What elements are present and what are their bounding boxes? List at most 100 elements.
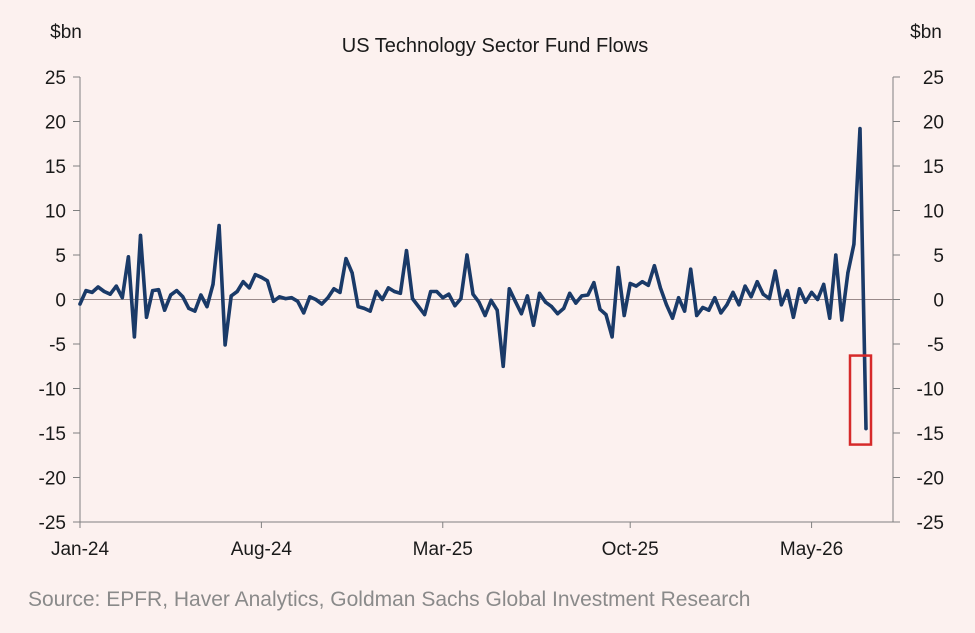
data-point: [489, 298, 493, 302]
data-point: [453, 304, 457, 308]
y-axis-unit-right: $bn: [910, 22, 942, 43]
data-point: [163, 308, 167, 312]
data-point: [175, 289, 179, 293]
data-point: [785, 289, 790, 293]
data-point: [562, 306, 566, 310]
data-point: [441, 296, 445, 300]
data-point: [719, 311, 723, 315]
y-tick-label-left: 15: [45, 157, 66, 178]
data-point: [144, 315, 149, 319]
data-point: [852, 242, 856, 246]
data-point: [483, 313, 487, 318]
y-tick-label-right: 10: [923, 202, 944, 223]
y-axis-unit-left: $bn: [50, 22, 82, 43]
y-tick-label-left: 0: [55, 291, 66, 312]
data-point: [713, 296, 717, 300]
data-point: [217, 224, 221, 228]
data-point: [797, 287, 802, 291]
data-point: [525, 294, 530, 298]
data-point: [544, 300, 548, 304]
x-tick-label: Oct-25: [602, 539, 659, 560]
y-tick-label-left: -5: [49, 335, 66, 356]
source-note: Source: EPFR, Haver Analytics, Goldman S…: [28, 588, 751, 611]
data-point: [151, 289, 155, 293]
chart-title: US Technology Sector Fund Flows: [342, 35, 648, 57]
data-point: [380, 297, 384, 302]
y-tick-label-left: 25: [45, 68, 66, 89]
data-point: [138, 233, 143, 237]
data-point: [761, 292, 765, 296]
data-point: [652, 264, 657, 268]
data-point: [356, 305, 360, 309]
x-tick-label: May-26: [780, 539, 843, 560]
data-point: [314, 297, 318, 302]
data-point: [695, 313, 699, 318]
data-point: [519, 312, 524, 316]
data-point: [459, 297, 463, 301]
y-tick-label-left: -10: [39, 380, 66, 401]
data-point: [120, 296, 124, 300]
data-point: [241, 280, 245, 284]
data-point: [592, 281, 596, 285]
y-tick-label-left: -15: [39, 424, 66, 445]
data-point: [574, 301, 578, 305]
highlight-box: [848, 354, 873, 446]
data-point: [683, 309, 687, 313]
data-point: [725, 303, 729, 307]
data-point: [495, 308, 499, 312]
data-point: [767, 297, 771, 301]
data-point: [277, 295, 282, 299]
data-point: [731, 290, 735, 294]
data-point: [664, 303, 669, 307]
series-group: [78, 126, 868, 431]
data-point: [169, 293, 173, 297]
y-tick-label-right: 25: [923, 68, 944, 89]
data-point: [114, 284, 118, 288]
y-tick-label-right: -5: [927, 335, 944, 356]
axes: [73, 76, 900, 528]
data-point: [646, 283, 650, 287]
data-point: [810, 290, 814, 294]
data-point: [308, 295, 312, 299]
data-point: [701, 305, 705, 310]
data-point: [471, 292, 475, 296]
data-point: [622, 313, 626, 318]
data-point: [822, 282, 826, 286]
data-point: [501, 364, 505, 368]
data-point: [290, 296, 294, 300]
y-tick-label-right: 15: [923, 157, 944, 178]
data-point: [102, 289, 106, 294]
data-point: [193, 309, 197, 313]
data-point: [108, 292, 112, 296]
data-point: [338, 290, 342, 294]
data-point: [435, 289, 439, 294]
data-point: [828, 316, 832, 320]
data-point: [181, 295, 185, 299]
data-point: [689, 267, 693, 271]
data-point: [465, 253, 469, 257]
data-point: [265, 279, 269, 283]
data-point: [634, 284, 638, 288]
y-tick-label-left: 5: [55, 246, 66, 267]
x-tick-label: Mar-25: [413, 539, 473, 560]
data-point: [253, 273, 257, 277]
data-point: [537, 291, 542, 295]
data-point: [229, 294, 233, 298]
data-point: [284, 297, 288, 301]
data-point: [90, 290, 94, 294]
data-point: [568, 291, 572, 295]
y-tick-label-left: 10: [45, 202, 66, 223]
data-point: [658, 286, 663, 290]
series-line: [78, 126, 868, 431]
data-point: [211, 282, 215, 286]
data-point: [677, 296, 681, 300]
data-point: [187, 306, 191, 310]
data-point: [417, 305, 421, 309]
data-point: [259, 275, 263, 279]
data-point: [755, 280, 759, 284]
data-point: [477, 300, 481, 304]
data-point: [326, 296, 330, 300]
data-point: [816, 297, 820, 302]
y-tick-label-left: -25: [39, 513, 66, 534]
data-point: [84, 289, 88, 293]
